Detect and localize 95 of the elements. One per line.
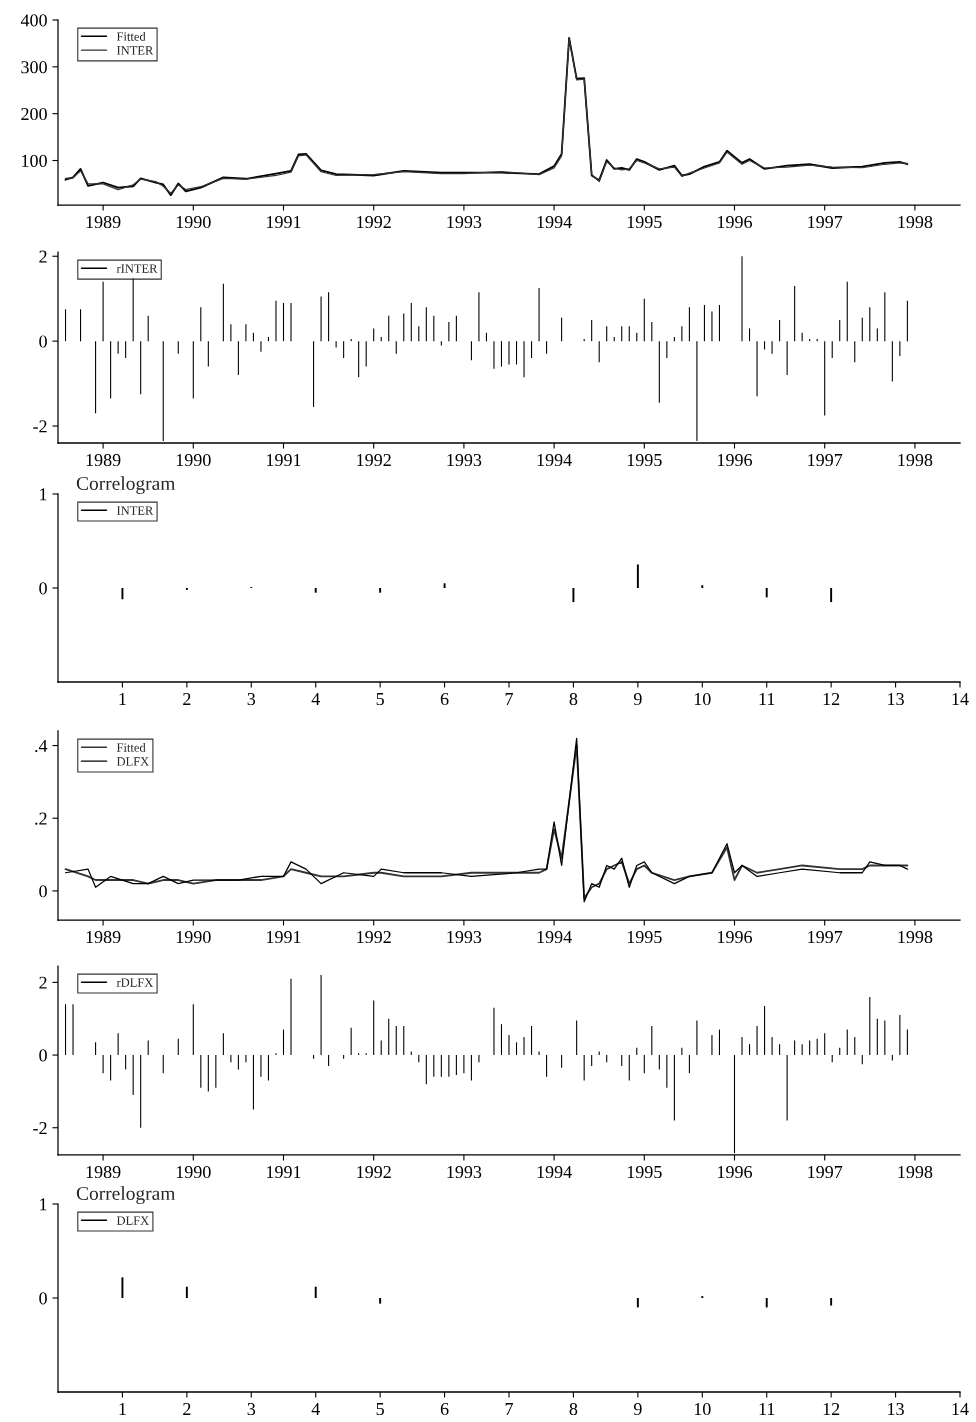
legend-label: Fitted (116, 31, 146, 41)
x-tick-label: 10 (694, 692, 711, 706)
x-tick-label: 1996 (718, 930, 753, 944)
x-tick-label: 13 (888, 1402, 904, 1416)
x-tick-label: 1995 (627, 930, 662, 944)
x-tick-label: 1993 (447, 215, 482, 229)
x-tick-label: 1990 (176, 215, 211, 229)
x-tick-label: 9 (633, 692, 642, 706)
x-tick-label: 1991 (267, 453, 301, 467)
y-tick-label: 0 (39, 582, 47, 595)
x-tick-label: 1993 (447, 1165, 482, 1179)
x-tick-label: 6 (440, 1402, 449, 1416)
y-tick-label: 0 (39, 1049, 47, 1062)
x-tick-label: 4 (311, 1403, 320, 1415)
y-tick-label: .4 (35, 739, 48, 753)
x-tick-label: 1998 (898, 453, 933, 467)
x-tick-label: 2 (183, 692, 191, 705)
x-tick-label: 8 (569, 692, 578, 706)
x-tick-label: 4 (311, 693, 320, 705)
y-tick-label: 100 (22, 154, 47, 167)
x-tick-label: 1996 (718, 215, 753, 229)
x-tick-label: 1997 (808, 1165, 843, 1179)
y-tick-label: 2 (39, 976, 47, 989)
x-tick-label: 1995 (627, 1165, 662, 1179)
x-tick-label: 1 (119, 693, 126, 705)
legend-label: INTER (116, 46, 154, 55)
x-tick-label: 1992 (357, 1165, 391, 1179)
legend-label: DLFX (116, 757, 149, 766)
x-tick-label: 1989 (86, 215, 121, 229)
x-tick-label: 1990 (176, 453, 211, 467)
x-tick-label: 1994 (537, 930, 572, 944)
x-tick-label: 11 (759, 693, 775, 705)
x-tick-label: 5 (376, 1403, 384, 1416)
x-tick-label: 1993 (447, 930, 482, 944)
x-tick-label: 11 (759, 1403, 775, 1415)
y-tick-label: 1 (40, 488, 47, 501)
x-tick-label: 1998 (898, 215, 933, 229)
x-tick-label: 1997 (808, 215, 843, 229)
x-tick-label: 1996 (718, 1165, 753, 1179)
legend-label: DLFX (116, 1216, 149, 1225)
x-tick-label: 9 (633, 1402, 642, 1416)
x-tick-label: 1998 (898, 1165, 933, 1179)
x-tick-label: 1992 (357, 930, 391, 944)
y-tick-label: 200 (21, 107, 47, 121)
x-tick-label: 1989 (86, 930, 121, 944)
x-tick-label: 1997 (808, 453, 843, 467)
y-tick-label: 400 (20, 14, 47, 27)
chart-title: Correlogram (76, 476, 176, 494)
x-tick-label: 1 (119, 1403, 126, 1415)
x-tick-label: 6 (440, 692, 449, 706)
x-tick-label: 10 (694, 1402, 711, 1416)
y-tick-label: 0 (39, 885, 47, 898)
x-tick-label: 1992 (357, 453, 391, 467)
x-tick-label: 7 (505, 693, 513, 705)
legend-label: rDLFX (116, 978, 154, 987)
legend-label: INTER (116, 506, 154, 515)
y-tick-label: -2 (33, 1122, 47, 1134)
x-tick-label: 1995 (627, 453, 662, 467)
x-tick-label: 13 (888, 692, 904, 706)
y-tick-label: 300 (21, 61, 47, 74)
x-tick-label: 5 (376, 693, 384, 706)
x-tick-label: 1994 (537, 215, 572, 229)
y-tick-label: 2 (39, 250, 47, 263)
x-tick-label: 1991 (267, 1165, 301, 1179)
x-tick-label: 7 (505, 1403, 513, 1415)
y-tick-label: 0 (39, 335, 47, 348)
x-tick-label: 1989 (86, 453, 121, 467)
x-tick-label: 1996 (718, 453, 753, 467)
x-tick-label: 12 (823, 1402, 840, 1415)
x-tick-label: 1990 (176, 1165, 211, 1179)
x-tick-label: 1990 (176, 930, 211, 944)
x-tick-label: 1994 (537, 1165, 572, 1179)
y-tick-label: 1 (40, 1198, 47, 1211)
x-tick-label: 12 (823, 692, 840, 705)
x-tick-label: 1992 (357, 215, 391, 229)
x-tick-label: 14 (952, 1403, 969, 1415)
chart-title: Correlogram (76, 1186, 176, 1204)
x-tick-label: 1989 (86, 1165, 121, 1179)
x-tick-label: 14 (952, 693, 969, 705)
x-tick-label: 1993 (447, 453, 482, 467)
x-tick-label: 1994 (537, 453, 572, 467)
x-tick-label: 8 (569, 1402, 578, 1416)
x-tick-label: 1998 (898, 930, 933, 944)
x-tick-label: 1991 (267, 215, 301, 229)
y-tick-label: .2 (35, 812, 47, 825)
x-tick-label: 1995 (627, 215, 662, 229)
x-tick-label: 1991 (267, 930, 301, 944)
x-tick-label: 1997 (808, 930, 843, 944)
x-tick-label: 3 (247, 692, 256, 706)
x-tick-label: 2 (183, 1402, 191, 1415)
legend-label: Fitted (116, 742, 146, 752)
x-tick-label: 3 (247, 1402, 256, 1416)
legend-label: rINTER (116, 264, 158, 273)
y-tick-label: 0 (39, 1292, 47, 1305)
y-tick-label: -2 (33, 420, 47, 433)
